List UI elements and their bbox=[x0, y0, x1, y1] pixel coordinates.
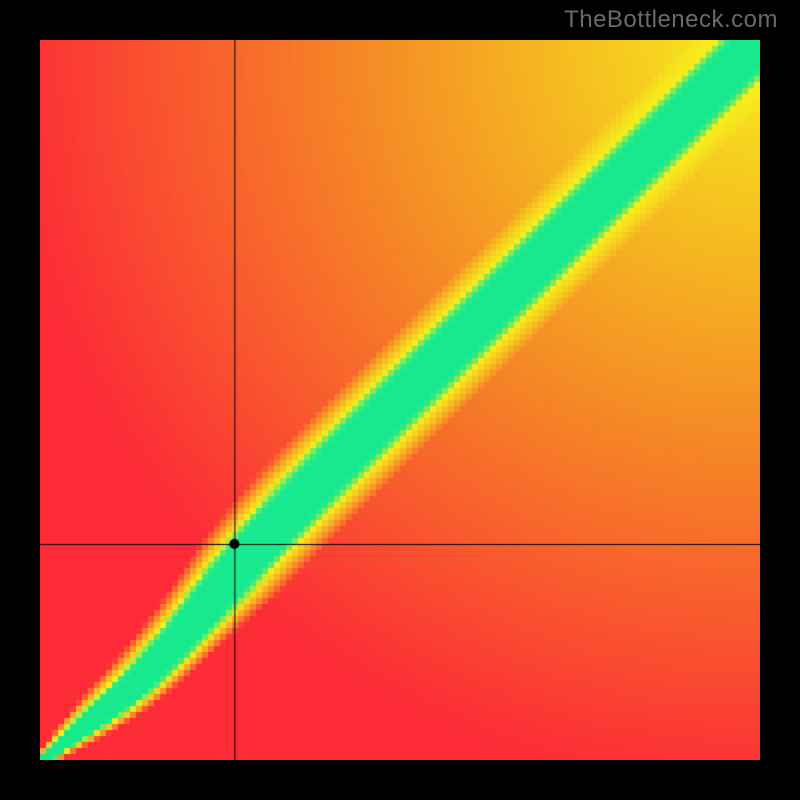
heatmap-plot bbox=[40, 40, 760, 760]
chart-container: TheBottleneck.com bbox=[0, 0, 800, 800]
heatmap-canvas bbox=[40, 40, 760, 760]
watermark-text: TheBottleneck.com bbox=[564, 6, 778, 34]
